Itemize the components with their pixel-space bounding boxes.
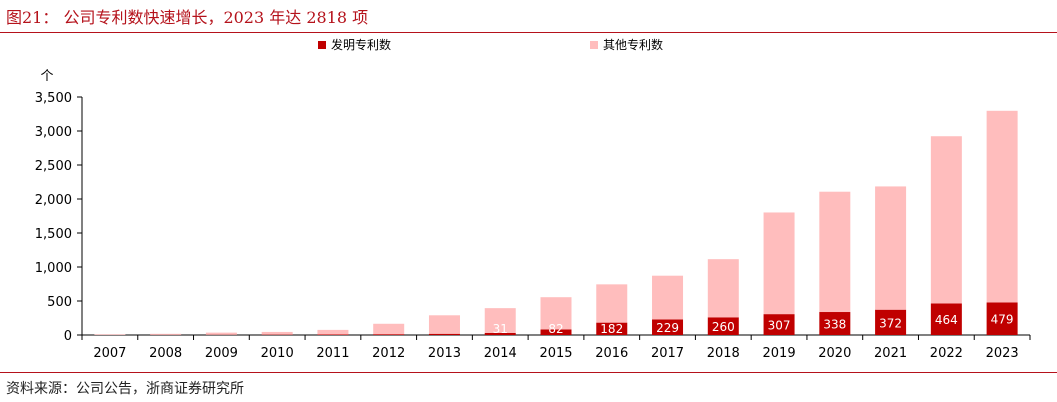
bar-segment-invention (373, 334, 405, 335)
legend-swatch-1 (318, 41, 326, 49)
x-tick-label: 2023 (986, 346, 1019, 361)
bar-segment-invention (317, 334, 349, 335)
bar-segment-other (540, 297, 572, 330)
x-tick-label: 2022 (930, 346, 963, 361)
bar-segment-invention (763, 314, 795, 335)
bar-segment-invention (819, 312, 851, 335)
x-tick-label: 2012 (372, 346, 405, 361)
y-tick-label: 1,000 (35, 261, 72, 276)
x-tick-label: 2014 (484, 346, 517, 361)
bar-segment-other (317, 329, 349, 335)
bar-segment-other (428, 315, 460, 334)
x-tick-label: 2015 (539, 346, 572, 361)
y-tick-label: 1,500 (35, 227, 72, 242)
source-note: 资料来源：公司公告，浙商证券研究所 (6, 381, 244, 397)
bar-segment-other (875, 186, 907, 310)
bar-segment-other (373, 323, 405, 335)
bars (94, 110, 1018, 335)
legend-label-2: 其他专利数 (603, 37, 663, 52)
bar-segment-other (94, 334, 126, 335)
bar-segment-invention (875, 309, 907, 335)
figure-title: 图21： 公司专利数快速增长，2023 年达 2818 项 (6, 8, 369, 27)
bar-segment-other (707, 259, 739, 318)
y-tick-label: 2,500 (35, 159, 72, 174)
bar-segment-other (930, 136, 962, 304)
legend-label-1: 发明专利数 (331, 37, 391, 52)
y-tick-label: 3,500 (35, 91, 72, 106)
y-axis: 0 500 1,000 1,500 2,000 2,500 3,000 3,500 (35, 91, 83, 344)
data-label: 479 (991, 313, 1014, 327)
x-tick-label: 2020 (818, 346, 851, 361)
x-tick-label: 2008 (149, 346, 182, 361)
bar-segment-invention (484, 332, 516, 335)
legend-swatch-2 (590, 41, 598, 49)
data-label: 260 (712, 320, 735, 334)
bar-segment-invention (540, 329, 572, 335)
bar-segment-invention (652, 319, 684, 335)
bar-segment-other (986, 110, 1018, 303)
bar-segment-other (596, 284, 628, 323)
x-tick-label: 2019 (763, 346, 796, 361)
data-label: 307 (768, 319, 791, 333)
y-tick-label: 0 (64, 329, 72, 344)
legend: 发明专利数 其他专利数 (318, 37, 663, 52)
x-tick-label: 2016 (595, 346, 628, 361)
data-label: 229 (656, 321, 679, 335)
bar-segment-invention (428, 333, 460, 335)
title-divider (0, 32, 1057, 33)
bar-segment-invention (986, 302, 1018, 335)
y-tick-label: 2,000 (35, 193, 72, 208)
bar-segment-other (484, 308, 516, 333)
bar-segment-invention (596, 322, 628, 335)
x-tick-label: 2007 (93, 346, 126, 361)
y-tick-label: 500 (47, 295, 72, 310)
x-tick-label: 2011 (316, 346, 349, 361)
bar-segment-other (763, 212, 795, 315)
x-tick-label: 2017 (651, 346, 684, 361)
data-label: 182 (600, 322, 623, 336)
data-label: 372 (879, 316, 902, 330)
y-tick-label: 3,000 (35, 125, 72, 140)
x-tick-label: 2018 (707, 346, 740, 361)
bar-segment-other (261, 331, 293, 335)
data-label: 338 (823, 318, 846, 332)
x-tick-label: 2009 (205, 346, 238, 361)
x-axis: 2007 2008 2009 2010 2011 2012 2013 2014 2015 2016… (81, 334, 1031, 361)
data-label: 82 (548, 322, 563, 336)
data-label: 31 (493, 322, 508, 336)
data-label: 464 (935, 313, 958, 327)
bar-segment-other (652, 275, 684, 320)
y-axis-unit-label: 个 (40, 69, 53, 84)
bar-segment-other (819, 191, 851, 313)
x-tick-label: 2021 (874, 346, 907, 361)
x-tick-label: 2010 (261, 346, 294, 361)
bar-segment-other (150, 333, 182, 335)
x-tick-label: 2013 (428, 346, 461, 361)
bar-segment-invention (930, 303, 962, 335)
data-labels: 31 82 182 229 260 307 338 372 464 479 (493, 313, 1014, 336)
bar-segment-invention (707, 317, 739, 335)
bar-segment-other (205, 332, 237, 335)
footer-divider (0, 372, 1057, 373)
